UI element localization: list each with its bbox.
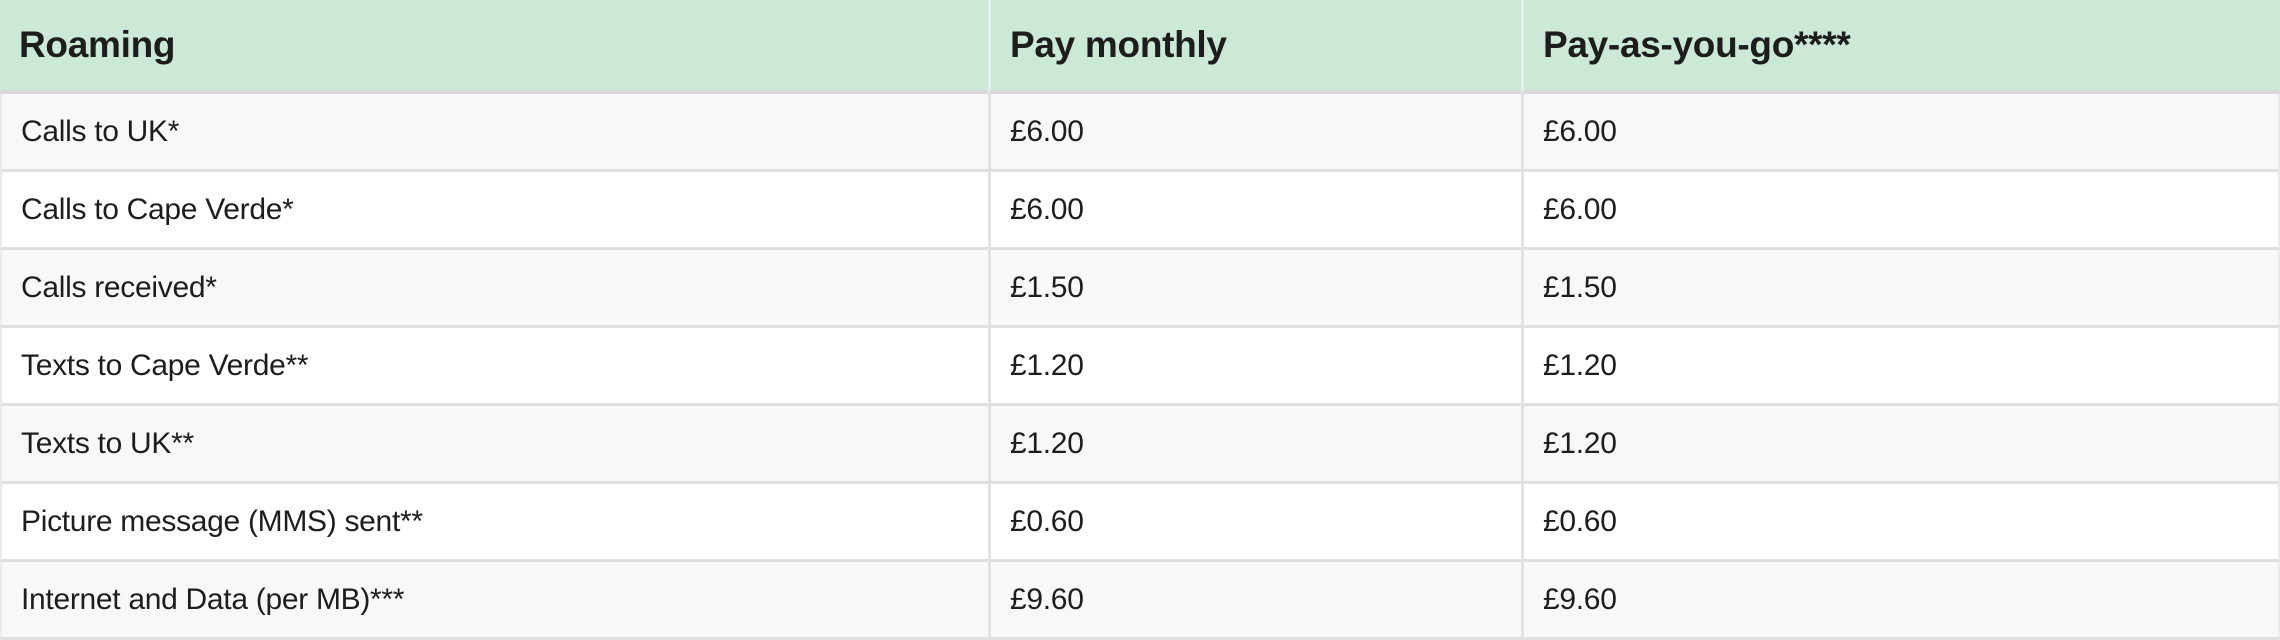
table-row: Texts to UK** £1.20 £1.20 — [0, 406, 2280, 484]
pay-as-you-go-value: £1.20 — [1521, 328, 2280, 406]
row-label: Calls to UK* — [0, 94, 988, 172]
pay-monthly-value: £9.60 — [988, 562, 1521, 640]
table-row: Calls to Cape Verde* £6.00 £6.00 — [0, 172, 2280, 250]
table-row: Texts to Cape Verde** £1.20 £1.20 — [0, 328, 2280, 406]
pay-monthly-value: £6.00 — [988, 94, 1521, 172]
pay-monthly-value: £6.00 — [988, 172, 1521, 250]
column-header-pay-as-you-go: Pay-as-you-go**** — [1521, 0, 2280, 94]
pay-monthly-value: £0.60 — [988, 484, 1521, 562]
header-row: Roaming Pay monthly Pay-as-you-go**** — [0, 0, 2280, 94]
column-header-pay-monthly: Pay monthly — [988, 0, 1521, 94]
table-row: Internet and Data (per MB)*** £9.60 £9.6… — [0, 562, 2280, 640]
row-label: Calls received* — [0, 250, 988, 328]
pay-monthly-value: £1.20 — [988, 406, 1521, 484]
row-label: Calls to Cape Verde* — [0, 172, 988, 250]
pay-as-you-go-value: £1.20 — [1521, 406, 2280, 484]
pay-as-you-go-value: £6.00 — [1521, 94, 2280, 172]
pay-monthly-value: £1.50 — [988, 250, 1521, 328]
pay-as-you-go-value: £1.50 — [1521, 250, 2280, 328]
table-row: Calls received* £1.50 £1.50 — [0, 250, 2280, 328]
pay-as-you-go-value: £9.60 — [1521, 562, 2280, 640]
pay-monthly-value: £1.20 — [988, 328, 1521, 406]
column-header-roaming: Roaming — [0, 0, 988, 94]
table-row: Picture message (MMS) sent** £0.60 £0.60 — [0, 484, 2280, 562]
pay-as-you-go-value: £0.60 — [1521, 484, 2280, 562]
table-row: Calls to UK* £6.00 £6.00 — [0, 94, 2280, 172]
row-label: Texts to Cape Verde** — [0, 328, 988, 406]
pay-as-you-go-value: £6.00 — [1521, 172, 2280, 250]
row-label: Picture message (MMS) sent** — [0, 484, 988, 562]
row-label: Texts to UK** — [0, 406, 988, 484]
row-label: Internet and Data (per MB)*** — [0, 562, 988, 640]
